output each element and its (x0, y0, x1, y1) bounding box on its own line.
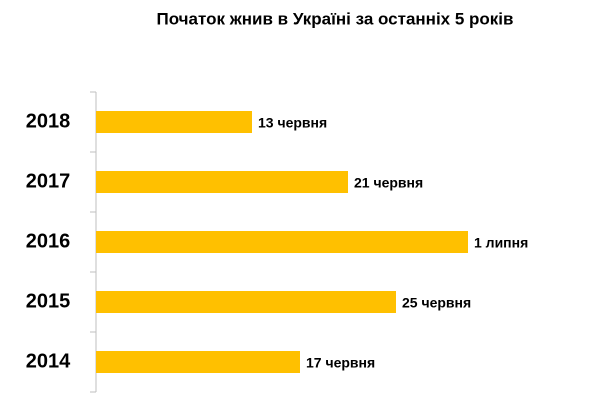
chart-title: Початок жнив в Україні за останніх 5 рок… (157, 9, 514, 28)
y-tick-label: 2018 (26, 110, 71, 132)
bar (96, 171, 348, 193)
y-tick-label: 2016 (26, 230, 71, 252)
bar (96, 231, 468, 253)
data-label: 1 липня (474, 235, 528, 251)
data-label: 25 червня (402, 295, 471, 311)
bar (96, 351, 300, 373)
bar (96, 291, 396, 313)
data-label: 21 червня (354, 175, 423, 191)
y-tick-label: 2017 (26, 170, 71, 192)
data-label: 17 червня (306, 355, 375, 371)
y-tick-label: 2015 (26, 290, 71, 312)
bar (96, 111, 252, 133)
y-tick-label: 2014 (26, 350, 71, 372)
data-label: 13 червня (258, 115, 327, 131)
